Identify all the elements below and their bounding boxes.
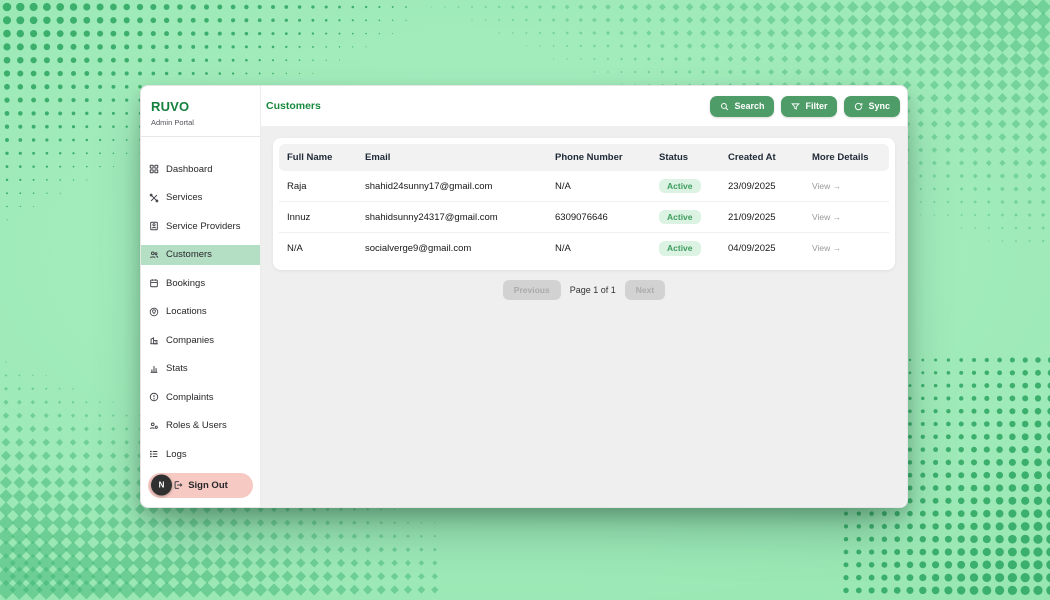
sidebar: RUVO Admin Portal Dashboard Services Ser… — [141, 86, 261, 507]
avatar: N — [151, 474, 172, 496]
search-button[interactable]: Search — [710, 95, 775, 117]
sidebar-item-stats[interactable]: Stats — [141, 359, 260, 379]
table-row: Raja shahid24sunny17@gmail.com N/A Activ… — [279, 171, 889, 203]
sidebar-item-label: Bookings — [166, 277, 206, 289]
cell-full-name: N/A — [287, 242, 303, 254]
status-badge: Active — [659, 210, 701, 225]
column-header-full-name: Full Name — [279, 144, 357, 171]
view-details-link[interactable]: View → — [812, 211, 842, 222]
cell-full-name: Raja — [279, 171, 357, 203]
view-details-link[interactable]: View → — [812, 242, 842, 253]
brand-subtitle: Admin Portal — [151, 118, 194, 127]
user-gear-icon — [149, 421, 159, 431]
sync-button[interactable]: Sync — [844, 95, 900, 117]
users-icon — [149, 250, 159, 260]
column-header-more-details: More Details — [804, 144, 889, 171]
view-details-link[interactable]: View → — [812, 180, 842, 191]
customers-table: Full Name Email Phone Number Status Crea… — [279, 144, 889, 264]
customers-table-card: Full Name Email Phone Number Status Crea… — [273, 138, 895, 270]
bar-chart-icon — [149, 364, 159, 374]
sidebar-item-label: Complaints — [166, 391, 214, 403]
sidebar-item-locations[interactable]: Locations — [141, 302, 260, 322]
app-window: RUVO Admin Portal Dashboard Services Ser… — [140, 85, 908, 508]
sync-icon — [854, 102, 863, 111]
sidebar-item-dashboard[interactable]: Dashboard — [141, 159, 260, 179]
main-area: Customers Search Filter Sync — [261, 86, 907, 507]
cell-status: Active — [651, 201, 720, 234]
cell-full-name: Innuz — [279, 201, 357, 234]
provider-badge-icon — [149, 221, 159, 231]
pagination: Previous Page 1 of 1 Next — [273, 279, 895, 300]
grid-icon — [149, 164, 159, 174]
sidebar-nav: Dashboard Services Service Providers Cus… — [141, 137, 260, 473]
buildings-icon — [149, 335, 159, 345]
page-title: Customers — [266, 100, 321, 112]
cell-more-details: View → — [804, 171, 889, 203]
sidebar-item-bookings[interactable]: Bookings — [141, 273, 260, 293]
brand-block: RUVO Admin Portal — [141, 86, 260, 137]
next-page-button[interactable]: Next — [624, 279, 666, 300]
cell-email: shahidsunny24317@gmail.com — [357, 201, 547, 234]
cell-created-at: 21/09/2025 — [720, 201, 804, 234]
previous-page-button[interactable]: Previous — [502, 279, 561, 300]
sidebar-item-label: Service Providers — [166, 220, 241, 232]
sidebar-item-logs[interactable]: Logs — [141, 444, 260, 464]
cell-status: Active — [651, 233, 720, 264]
sidebar-item-label: Dashboard — [166, 163, 213, 175]
topbar: Customers Search Filter Sync — [261, 86, 907, 126]
sidebar-item-services[interactable]: Services — [141, 188, 260, 208]
search-icon — [720, 102, 729, 111]
sidebar-item-label: Companies — [166, 334, 215, 346]
alert-circle-icon — [149, 392, 159, 402]
cell-created-at: 23/09/2025 — [720, 171, 804, 203]
sidebar-item-label: Services — [166, 192, 203, 203]
cell-phone: N/A — [547, 171, 651, 203]
filter-icon — [791, 102, 801, 111]
cell-phone: N/A — [555, 242, 571, 254]
sign-out-button[interactable]: N Sign Out — [148, 472, 253, 498]
cell-email: shahid24sunny17@gmail.com — [357, 171, 547, 203]
table-header-row: Full Name Email Phone Number Status Crea… — [279, 144, 889, 171]
sign-out-label: Sign Out — [188, 479, 228, 491]
filter-button-label: Filter — [805, 101, 828, 111]
calendar-icon — [149, 278, 159, 288]
sign-out-area: N Sign Out — [141, 472, 260, 508]
sidebar-item-companies[interactable]: Companies — [141, 330, 260, 350]
cell-phone: 6309076646 — [547, 201, 651, 234]
column-header-status: Status — [651, 144, 720, 171]
sidebar-item-complaints[interactable]: Complaints — [141, 387, 260, 407]
cell-more-details: View → — [804, 201, 889, 234]
cell-status: Active — [651, 171, 720, 203]
status-badge: Active — [659, 241, 701, 256]
cell-more-details: View → — [804, 233, 889, 264]
sidebar-item-service-providers[interactable]: Service Providers — [141, 216, 260, 236]
sidebar-item-label: Stats — [166, 363, 188, 374]
search-button-label: Search — [734, 101, 765, 111]
sidebar-item-label: Roles & Users — [166, 420, 227, 431]
column-header-phone-number: Phone Number — [547, 144, 651, 171]
filter-button[interactable]: Filter — [781, 95, 838, 117]
column-header-email: Email — [357, 144, 547, 171]
cell-email: socialverge9@gmail.com — [365, 242, 472, 254]
sidebar-item-label: Locations — [166, 306, 207, 317]
sync-button-label: Sync — [868, 101, 890, 111]
map-pin-icon — [149, 307, 159, 317]
brand-logo: RUVO — [151, 99, 190, 114]
table-row: N/A socialverge9@gmail.com N/A Active 04… — [279, 233, 889, 264]
sidebar-item-label: Customers — [166, 249, 212, 260]
status-badge: Active — [659, 179, 701, 194]
logout-icon — [173, 480, 183, 490]
tools-icon — [149, 193, 159, 203]
sidebar-item-customers[interactable]: Customers — [141, 244, 260, 265]
topbar-actions: Search Filter Sync — [710, 95, 900, 117]
table-row: Innuz shahidsunny24317@gmail.com 6309076… — [279, 201, 889, 234]
page-info: Page 1 of 1 — [569, 284, 616, 295]
sidebar-item-label: Logs — [166, 448, 187, 460]
sidebar-item-roles-users[interactable]: Roles & Users — [141, 416, 260, 436]
list-icon — [149, 449, 159, 459]
column-header-created-at: Created At — [720, 144, 804, 171]
cell-created-at: 04/09/2025 — [728, 242, 776, 254]
content-area: Full Name Email Phone Number Status Crea… — [261, 126, 907, 507]
